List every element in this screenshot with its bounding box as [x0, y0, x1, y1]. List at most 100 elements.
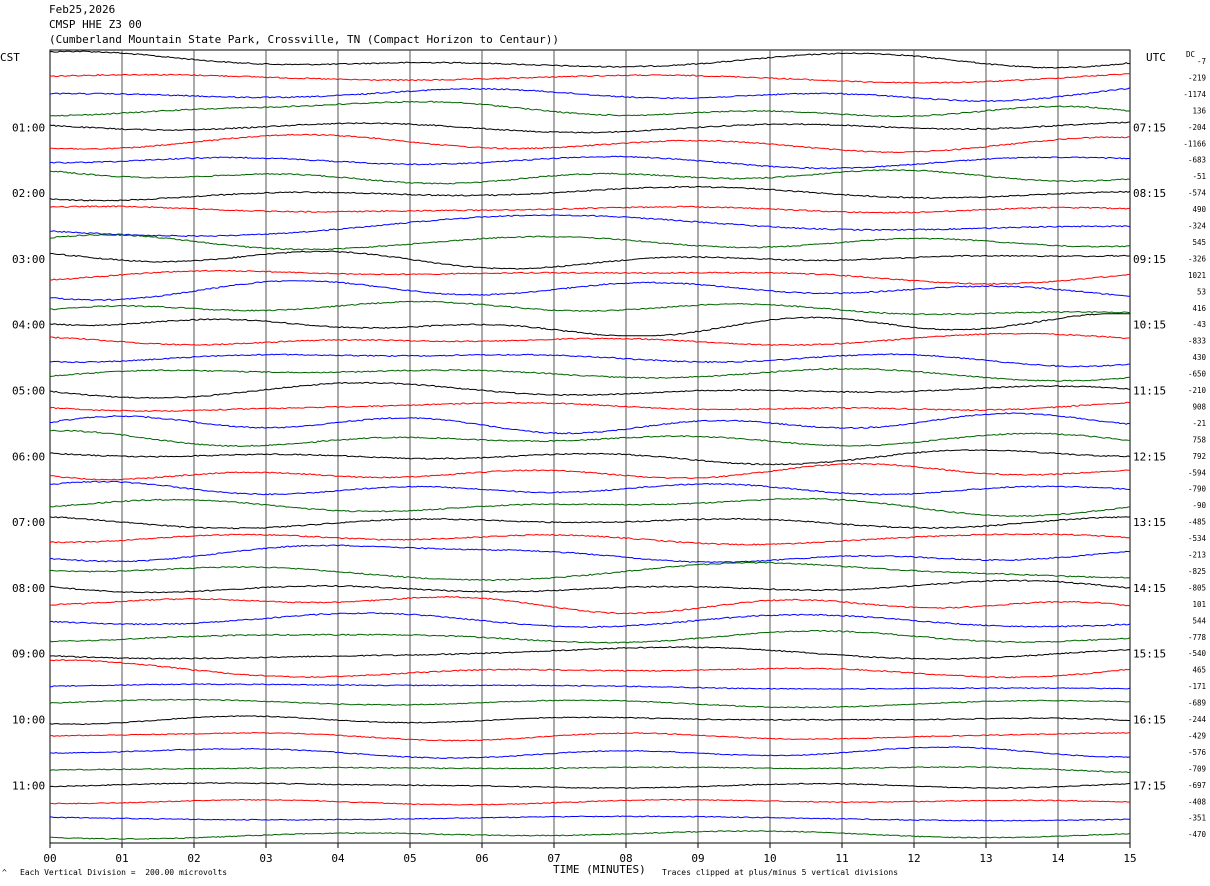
trace-line [49, 516, 1131, 530]
x-tick-label: 13 [979, 852, 992, 865]
x-axis-label: TIME (MINUTES) [553, 863, 646, 876]
dc-offset-label: 758 [1192, 435, 1206, 444]
trace-line [49, 381, 1131, 399]
trace-line [49, 561, 1131, 581]
hour-label-left: 03:00 [12, 253, 45, 266]
hour-labels-left: 01:00 02:00 03:00 04:00 05:00 06:00 07:00 08:00… [12, 121, 45, 792]
trace-line [50, 332, 1130, 346]
trace-line [49, 715, 1130, 726]
trace-line [49, 532, 1131, 546]
dc-offset-label: 490 [1192, 205, 1206, 214]
x-tick-label: 01 [115, 852, 128, 865]
dc-offset-label: -1166 [1183, 139, 1206, 148]
trace-line [49, 269, 1131, 285]
dc-offset-label: -244 [1188, 715, 1207, 724]
trace-line [49, 731, 1131, 742]
dc-offset-label: -576 [1188, 748, 1207, 757]
hour-label-right: 16:15 [1133, 714, 1166, 727]
plot-grid [49, 49, 1131, 848]
dc-offset-label: -43 [1192, 320, 1206, 329]
dc-offset-label: -408 [1188, 797, 1207, 806]
x-tick-label: 10 [763, 852, 776, 865]
trace-line [50, 214, 1131, 238]
trace-line [50, 300, 1131, 316]
trace-line [49, 782, 1131, 790]
dc-label: DC [1186, 50, 1195, 59]
hour-label-left: 07:00 [12, 516, 45, 529]
dc-offset-label: -574 [1188, 189, 1207, 198]
trace-line [49, 659, 1131, 679]
trace-line [49, 133, 1131, 154]
trace-line [49, 401, 1131, 412]
x-tick-label: 08 [619, 852, 632, 865]
trace-line [50, 683, 1131, 690]
dc-offset-label: -171 [1188, 682, 1206, 691]
header-date: Feb25,2026 [49, 3, 116, 16]
x-tick-label: 05 [403, 852, 416, 865]
trace-line [49, 100, 1131, 118]
trace-line [49, 815, 1130, 822]
dc-offset-label: -825 [1188, 567, 1206, 576]
trace-line [49, 185, 1131, 202]
dc-offset-label: -51 [1192, 172, 1206, 181]
trace-line [49, 280, 1131, 302]
dc-offset-label: -429 [1188, 731, 1206, 740]
corner-mark: ^ [2, 868, 7, 877]
hour-label-right: 09:15 [1133, 253, 1166, 266]
trace-line [49, 544, 1131, 564]
dc-offset-label: -324 [1188, 222, 1207, 231]
hour-label-left: 02:00 [12, 187, 45, 200]
trace-line [49, 646, 1131, 660]
trace-line [49, 766, 1131, 774]
x-tick-label: 02 [187, 852, 200, 865]
trace-line [50, 746, 1131, 759]
dc-offset-label: 136 [1192, 106, 1206, 115]
dc-offset-label: 908 [1192, 402, 1206, 411]
hour-label-right: 15:15 [1133, 648, 1166, 661]
hour-label-left: 01:00 [12, 121, 45, 134]
dc-offset-label: -650 [1188, 370, 1207, 379]
dc-offset-label: -204 [1188, 123, 1207, 132]
x-tick-label: 06 [475, 852, 488, 865]
header-channel: CMSP HHE Z3 00 [49, 18, 142, 31]
header-station: (Cumberland Mountain State Park, Crossvi… [49, 33, 559, 46]
x-tick-label: 00 [43, 852, 56, 865]
trace-line [49, 87, 1131, 103]
hour-label-left: 11:00 [12, 779, 45, 792]
hour-label-right: 14:15 [1133, 582, 1166, 595]
trace-line [49, 233, 1131, 251]
left-zone-label: CST [0, 51, 20, 64]
right-zone-label: UTC [1146, 51, 1166, 64]
trace-line [49, 629, 1131, 644]
trace-line [49, 462, 1130, 481]
hour-label-right: 07:15 [1133, 121, 1166, 134]
x-tick-label: 07 [547, 852, 560, 865]
hour-label-right: 11:15 [1133, 385, 1166, 398]
x-tick-label: 03 [259, 852, 272, 865]
trace-line [49, 698, 1131, 709]
trace-line [49, 313, 1130, 337]
trace-line [49, 497, 1131, 518]
dc-offset-label: 430 [1192, 353, 1206, 362]
trace-line [49, 612, 1131, 629]
scale-note: Each Vertical Division = 200.00 microvol… [20, 868, 228, 877]
hour-label-right: 12:15 [1133, 450, 1166, 463]
trace-line [49, 595, 1131, 615]
trace-line [49, 798, 1131, 806]
dc-offset-label: 792 [1192, 452, 1206, 461]
trace-line [49, 155, 1131, 170]
hour-label-left: 05:00 [12, 385, 45, 398]
trace-line [49, 449, 1131, 466]
dc-offset-label: -326 [1188, 254, 1207, 263]
x-tick-label: 04 [331, 852, 345, 865]
plot-frame [49, 49, 1131, 844]
dc-offset-label: -594 [1188, 468, 1207, 477]
trace-line [49, 367, 1131, 382]
dc-offset-label: -833 [1188, 337, 1206, 346]
dc-offset-label: -683 [1188, 156, 1206, 165]
dc-offset-label: -7 [1197, 57, 1206, 66]
dc-offset-label: 416 [1192, 304, 1206, 313]
dc-offset-label: -213 [1188, 551, 1206, 560]
x-tick-label: 11 [835, 852, 848, 865]
